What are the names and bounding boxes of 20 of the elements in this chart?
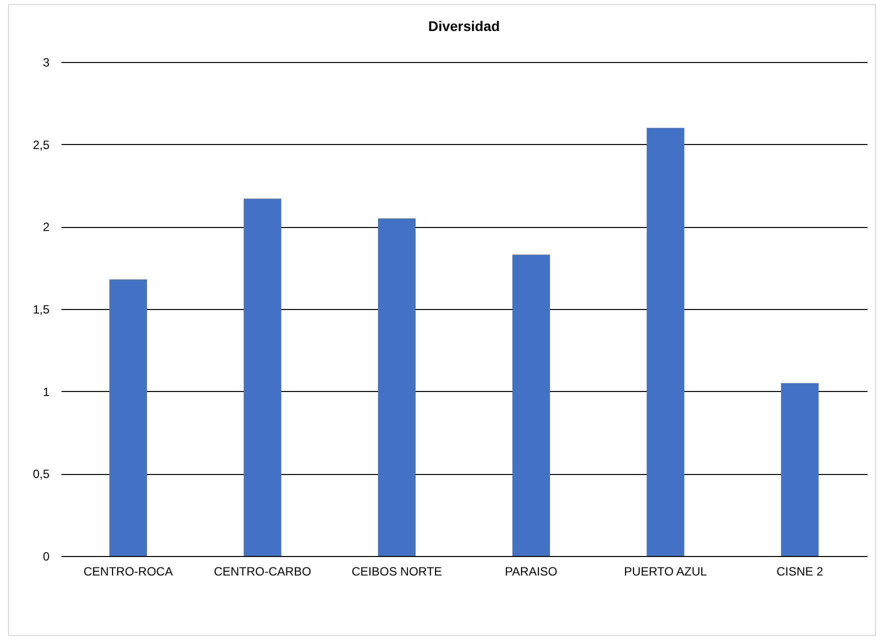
bar — [109, 279, 147, 556]
bar — [781, 383, 819, 556]
x-tick-label: CISNE 2 — [776, 564, 824, 578]
y-tick-label: 1 — [42, 384, 50, 399]
bar — [244, 198, 282, 556]
y-tick-label: 1,5 — [32, 302, 50, 316]
bar — [512, 254, 550, 556]
x-tick-label: PUERTO AZUL — [624, 564, 708, 578]
y-tick-label: 0 — [42, 550, 50, 564]
x-tick-label: PARAISO — [504, 564, 558, 578]
y-tick-label: 2 — [42, 220, 50, 234]
x-tick-label: CENTRO-CARBO — [214, 564, 312, 578]
x-tick-label: CEIBOS NORTE — [352, 564, 442, 578]
bar — [646, 128, 684, 556]
y-tick-label: 3 — [42, 56, 50, 70]
y-tick-label: 0,5 — [32, 467, 50, 482]
chart-title: Diversidad — [428, 18, 500, 34]
x-tick-label: CENTRO-ROCA — [83, 564, 173, 578]
y-tick-label: 2,5 — [32, 138, 50, 152]
bar — [378, 218, 416, 556]
